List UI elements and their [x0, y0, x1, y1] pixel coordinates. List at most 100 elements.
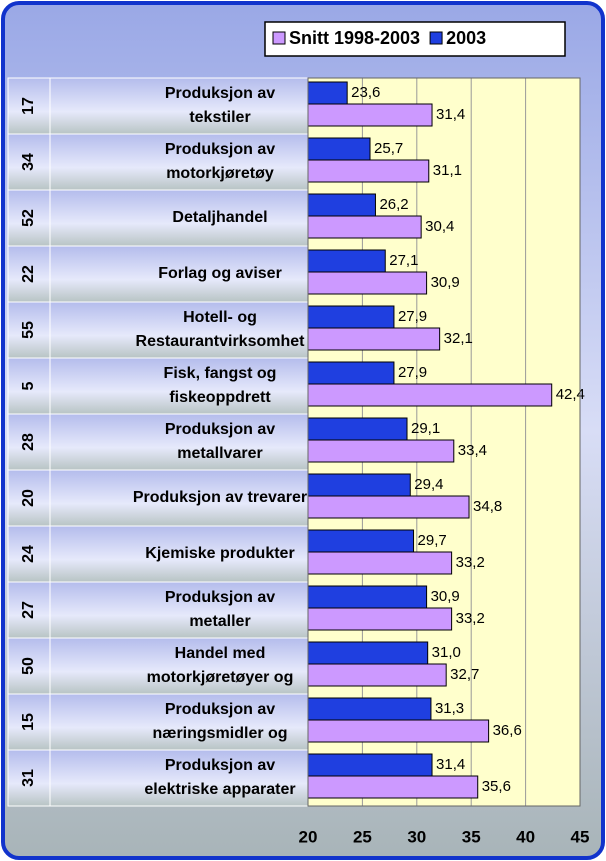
- data-label: 29,1: [411, 420, 440, 437]
- data-label: 32,7: [450, 666, 479, 683]
- data-label: 33,4: [458, 442, 487, 459]
- category-label: Produksjon av metaller: [165, 589, 275, 630]
- bar: [307, 529, 415, 553]
- bar: [307, 495, 470, 519]
- bar: [307, 249, 386, 273]
- bar: [307, 327, 441, 351]
- category-label-line: Produksjon av: [165, 589, 275, 606]
- x-tick-label: 45: [571, 827, 590, 846]
- bar: [307, 719, 490, 743]
- category-label: Produksjon av metallvarer: [165, 421, 275, 462]
- bar: [307, 103, 433, 127]
- category-label-line: motorkjøretøy: [166, 165, 274, 182]
- category-code: 52: [20, 209, 37, 227]
- bar: [307, 81, 348, 105]
- category-label: Handel med motorkjøretøyer og: [147, 645, 294, 686]
- category-code: 31: [20, 769, 37, 787]
- x-tick-label: 25: [353, 827, 372, 846]
- data-label: 31,1: [433, 162, 462, 179]
- legend-box: [264, 21, 566, 57]
- data-label: 36,6: [493, 722, 522, 739]
- row-name-cell: [49, 133, 309, 191]
- bar: [307, 361, 395, 385]
- category-label-line: motorkjøretøyer og: [147, 669, 294, 686]
- category-label: Produksjon av næringsmidler og: [152, 701, 287, 742]
- category-code: 5: [20, 381, 37, 390]
- bar: [307, 193, 376, 217]
- legend-label: Snitt 1998-2003: [289, 28, 420, 48]
- bar: [307, 159, 430, 183]
- bar: [307, 697, 432, 721]
- row-code-cell: [7, 245, 51, 303]
- category-label-line: Produksjon av: [165, 757, 275, 774]
- data-label: 31,0: [432, 644, 461, 661]
- data-label: 27,1: [389, 252, 418, 269]
- row-name-cell: [49, 581, 309, 639]
- data-label: 26,2: [379, 196, 408, 213]
- category-label: Forlag og aviser: [158, 265, 282, 282]
- category-code: 55: [20, 321, 37, 339]
- data-label: 30,9: [431, 274, 460, 291]
- data-label: 31,4: [436, 756, 465, 773]
- category-label: Kjemiske produkter: [145, 545, 294, 562]
- category-label: Fisk, fangst og fiskeoppdrett: [164, 365, 277, 406]
- row-name-cell: [49, 77, 309, 135]
- bar: [307, 607, 453, 631]
- data-label: 31,3: [435, 700, 464, 717]
- row-code-cell: [7, 693, 51, 751]
- category-label-line: fiskeoppdrett: [169, 389, 271, 406]
- category-label: Produksjon av trevarer: [133, 489, 307, 506]
- category-label: Produksjon av tekstiler: [165, 85, 275, 126]
- category-label-line: Produksjon av: [165, 701, 275, 718]
- row-code-cell: [7, 189, 51, 247]
- category-label-line: Forlag og aviser: [158, 265, 282, 282]
- category-label-line: Handel med: [175, 645, 266, 662]
- data-label: 30,9: [431, 588, 460, 605]
- category-label-line: elektriske apparater: [144, 781, 295, 798]
- row-name-cell: [49, 469, 309, 527]
- data-label: 31,4: [436, 106, 465, 123]
- row-name-cell: [49, 189, 309, 247]
- bar: [307, 585, 428, 609]
- category-label-line: Produksjon av: [165, 421, 275, 438]
- bar: [307, 775, 479, 799]
- category-label-line: metallvarer: [177, 445, 262, 462]
- bar: [307, 215, 422, 239]
- category-label-line: tekstiler: [189, 109, 250, 126]
- data-label: 27,9: [398, 364, 427, 381]
- category-label: Produksjon av motorkjøretøy: [165, 141, 275, 182]
- row-name-cell: [49, 357, 309, 415]
- category-label-line: Produksjon av: [165, 85, 275, 102]
- category-label-line: næringsmidler og: [152, 725, 287, 742]
- row-name-cell: [49, 245, 309, 303]
- data-label: 29,7: [418, 532, 447, 549]
- data-label: 35,6: [482, 778, 511, 795]
- category-code: 22: [20, 265, 37, 283]
- data-label: 25,7: [374, 140, 403, 157]
- category-label-line: Fisk, fangst og: [164, 365, 277, 382]
- bar: [307, 271, 428, 295]
- plot-border: [307, 77, 581, 807]
- category-label-line: Kjemiske produkter: [145, 545, 294, 562]
- category-code: 34: [20, 153, 37, 171]
- bar: [307, 663, 447, 687]
- data-label: 27,9: [398, 308, 427, 325]
- legend-swatch: [429, 31, 443, 45]
- category-code: 28: [20, 433, 37, 451]
- data-label: 34,8: [473, 498, 502, 515]
- category-code: 24: [20, 545, 37, 563]
- category-label-line: metaller: [189, 613, 250, 630]
- data-label: 30,4: [425, 218, 454, 235]
- legend-swatch: [272, 31, 286, 45]
- bar: [307, 641, 429, 665]
- category-label-line: Detaljhandel: [172, 209, 267, 226]
- bar: [307, 551, 453, 575]
- row-name-cell: [49, 525, 309, 583]
- bar: [307, 439, 455, 463]
- row-name-cell: [49, 749, 309, 807]
- bar: [307, 417, 408, 441]
- legend-label: 2003: [446, 28, 486, 48]
- category-code: 15: [20, 713, 37, 731]
- x-tick-label: 20: [299, 827, 318, 846]
